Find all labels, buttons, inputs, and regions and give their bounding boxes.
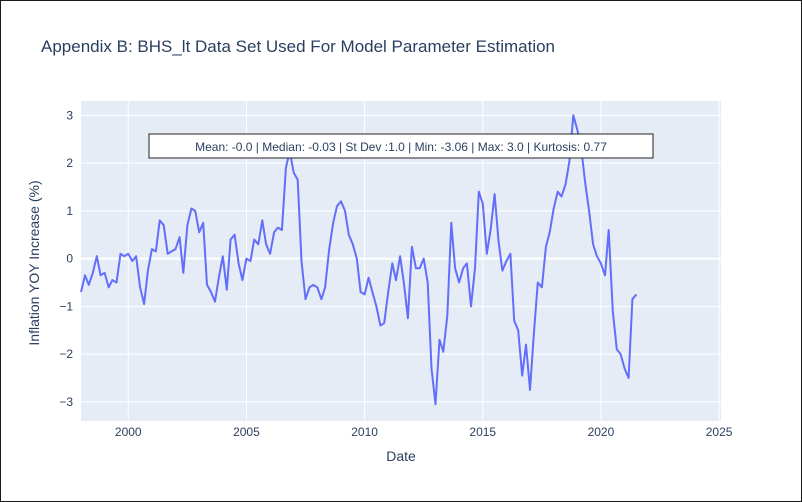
stats-annotation-text: Mean: -0.0 | Median: -0.03 | St Dev :1.0… (195, 140, 607, 154)
x-tick-label: 2010 (351, 425, 378, 439)
chart-title: Appendix B: BHS_lt Data Set Used For Mod… (41, 37, 555, 56)
y-tick-label: 0 (66, 252, 73, 266)
series-group (80, 114, 638, 406)
x-tick-label: 2005 (233, 425, 260, 439)
y-tick-label: −1 (59, 299, 73, 313)
stats-annotation: Mean: -0.0 | Median: -0.03 | St Dev :1.0… (148, 133, 654, 159)
x-tick-label: 2020 (588, 425, 615, 439)
y-tick-label: −2 (59, 347, 73, 361)
y-tick-label: 2 (66, 156, 73, 170)
series-line-bhs_lt (80, 114, 638, 406)
x-tick-labels: 2000 2005 2010 2015 2020 2025 (115, 425, 733, 439)
x-tick-label: 2015 (469, 425, 496, 439)
y-axis-title: Inflation YOY Increase (%) (26, 180, 42, 345)
y-tick-label: 1 (66, 204, 73, 218)
x-axis-title: Date (386, 448, 416, 464)
x-tick-label: 2000 (115, 425, 142, 439)
y-tick-label: 3 (66, 108, 73, 122)
y-tick-labels: 3 2 1 0 −1 −2 −3 (59, 108, 73, 409)
y-tick-label: −3 (59, 395, 73, 409)
stats-annotation-box (148, 133, 654, 159)
x-tick-label: 2025 (706, 425, 733, 439)
